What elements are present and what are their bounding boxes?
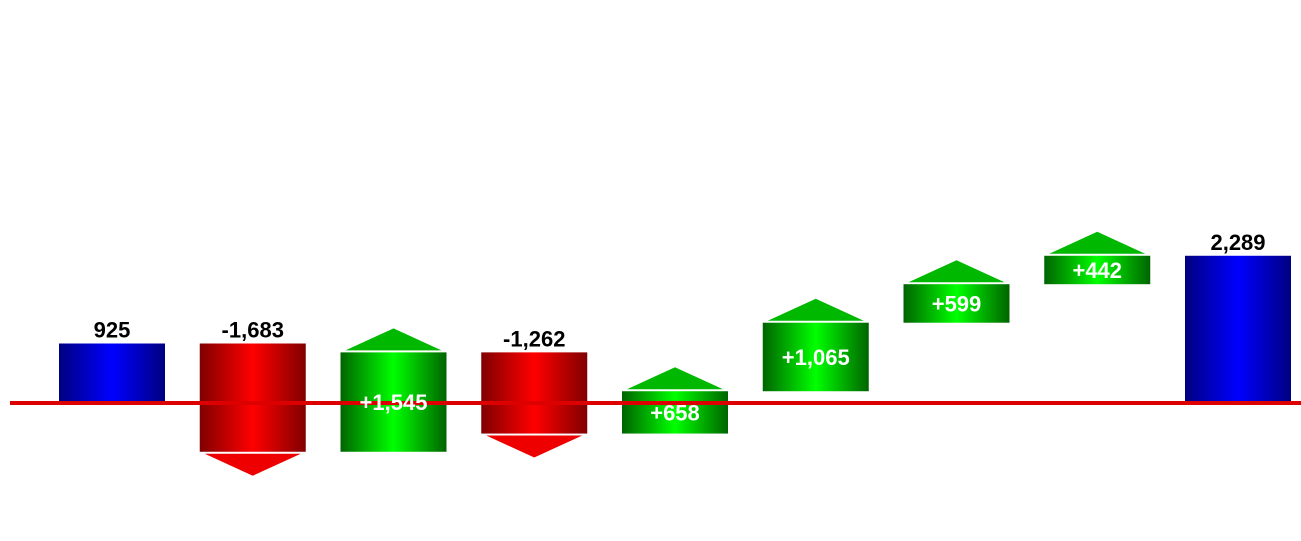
labels-layer: 925 -1,683 +1,545 -1,262 +658 +1,065 +599 +442 2… [94, 230, 1266, 426]
data-label-7: +599 [932, 291, 982, 316]
arrow-down-4 [486, 435, 583, 458]
data-label-2: -1,683 [222, 318, 284, 343]
bar-increase-7 [903, 284, 1010, 323]
data-label-9: 2,289 [1210, 230, 1265, 255]
bar-total-9 [1185, 255, 1291, 403]
bars-layer [59, 231, 1291, 476]
arrow-up-7 [908, 260, 1005, 283]
data-label-8: +442 [1072, 258, 1122, 283]
bar-decrease-2 [199, 343, 306, 452]
arrow-up-6 [767, 298, 864, 321]
arrow-down-2 [204, 453, 301, 476]
bar-increase-5 [622, 391, 728, 434]
arrow-up-5 [627, 367, 723, 390]
data-label-6: +1,065 [782, 345, 850, 370]
data-label-5: +658 [650, 400, 700, 425]
bar-increase-8 [1044, 255, 1151, 285]
data-label-4: -1,262 [503, 326, 565, 351]
arrow-up-3 [345, 328, 442, 351]
bar-increase-6 [762, 322, 869, 392]
data-label-1: 925 [94, 318, 131, 343]
arrow-up-8 [1049, 231, 1146, 254]
bar-total-1 [59, 343, 165, 403]
data-label-3: +1,545 [360, 390, 428, 415]
bar-decrease-4 [481, 352, 588, 434]
